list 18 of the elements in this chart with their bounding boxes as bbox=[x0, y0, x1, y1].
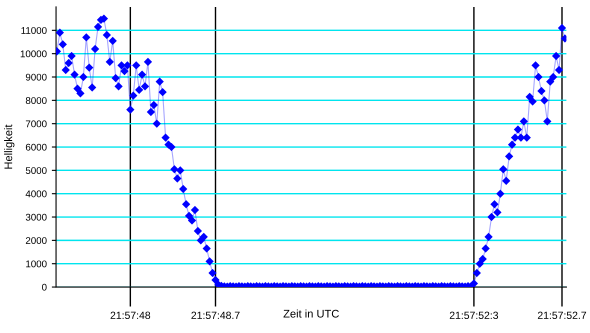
x-tick-label: 21:57:48.7 bbox=[191, 312, 240, 320]
y-tick-label: 1000 bbox=[26, 260, 47, 268]
y-tick-label: 0 bbox=[42, 284, 47, 291]
y-tick-label: 2000 bbox=[26, 237, 47, 244]
y-tick-label: 6000 bbox=[26, 144, 47, 151]
x-tick-label: 21:57:52.7 bbox=[538, 312, 586, 320]
y-tick-label: 5000 bbox=[26, 167, 47, 174]
y-tick-label: 4000 bbox=[26, 190, 47, 198]
x-tick-label: 21:57:52:3 bbox=[450, 312, 498, 320]
y-tick-label: 10000 bbox=[20, 50, 47, 58]
y-tick-label: 11000 bbox=[21, 27, 47, 34]
y-tick-label: 3000 bbox=[26, 214, 47, 221]
y-tick-label: 7000 bbox=[26, 120, 47, 128]
x-tick-label: 21:57:48 bbox=[110, 312, 150, 320]
x-axis-title: Zeit in UTC bbox=[283, 309, 339, 318]
y-tick-label: 8000 bbox=[26, 97, 47, 104]
y-axis-title: Helligkeit bbox=[4, 124, 14, 169]
y-tick-label: 9000 bbox=[26, 74, 47, 81]
